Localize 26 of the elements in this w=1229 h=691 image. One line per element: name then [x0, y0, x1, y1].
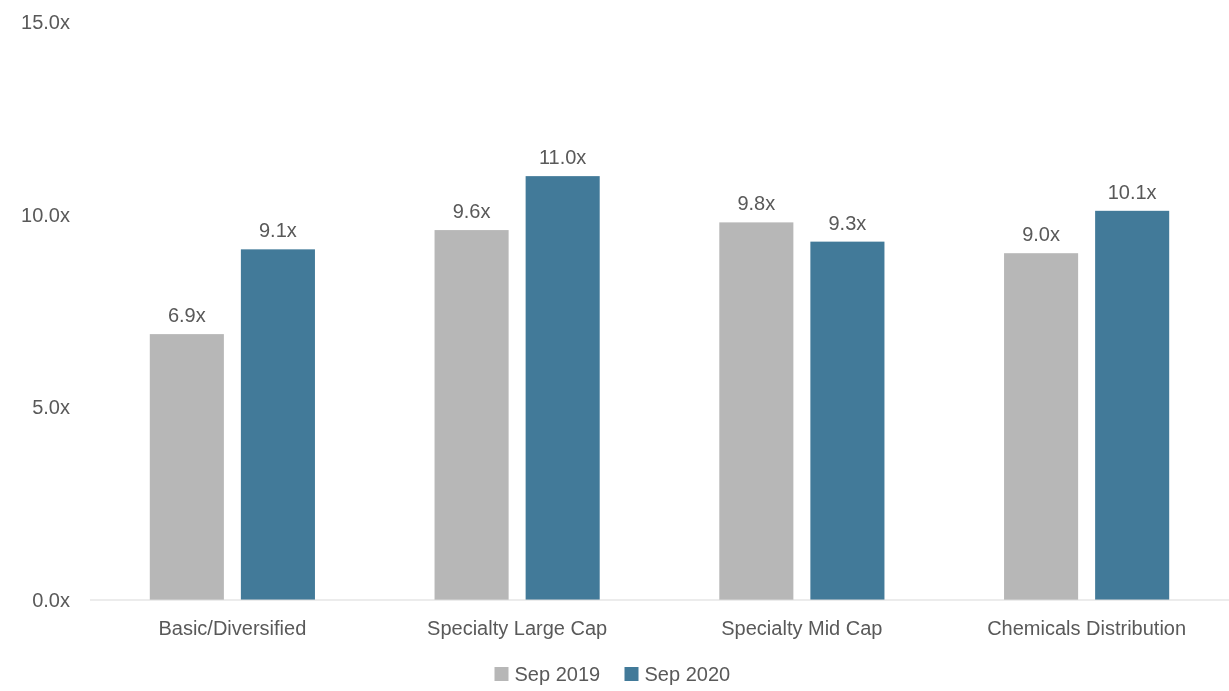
legend-label: Sep 2020	[644, 663, 731, 685]
y-tick-label: 10.0x	[21, 203, 70, 226]
y-tick-label: 15.0x	[21, 11, 70, 33]
data-label: 10.1x	[1107, 180, 1157, 203]
data-label: 9.6x	[452, 200, 491, 223]
y-tick-label: 0.0x	[32, 589, 70, 611]
legend-label: Sep 2019	[514, 663, 601, 685]
data-label: 9.3x	[828, 211, 867, 234]
data-label: 6.9x	[167, 304, 206, 327]
bar	[719, 222, 794, 600]
data-label: 9.8x	[737, 192, 776, 215]
data-label: 11.0x	[538, 146, 587, 169]
x-tick-label: Specialty Mid Cap	[721, 617, 883, 639]
bar	[434, 230, 509, 600]
x-tick-label: Chemicals Distribution	[987, 617, 1187, 639]
data-label: 9.1x	[259, 219, 297, 242]
data-label: 9.0x	[1022, 223, 1060, 246]
bar	[525, 176, 600, 600]
bar	[1095, 210, 1170, 600]
bar	[240, 249, 315, 600]
bar	[149, 334, 224, 600]
bar	[810, 241, 885, 600]
x-tick-label: Basic/Diversified	[158, 617, 307, 639]
y-tick-label: 5.0x	[32, 396, 70, 419]
x-tick-label: Specialty Large Cap	[427, 617, 608, 639]
bar	[1004, 253, 1079, 600]
